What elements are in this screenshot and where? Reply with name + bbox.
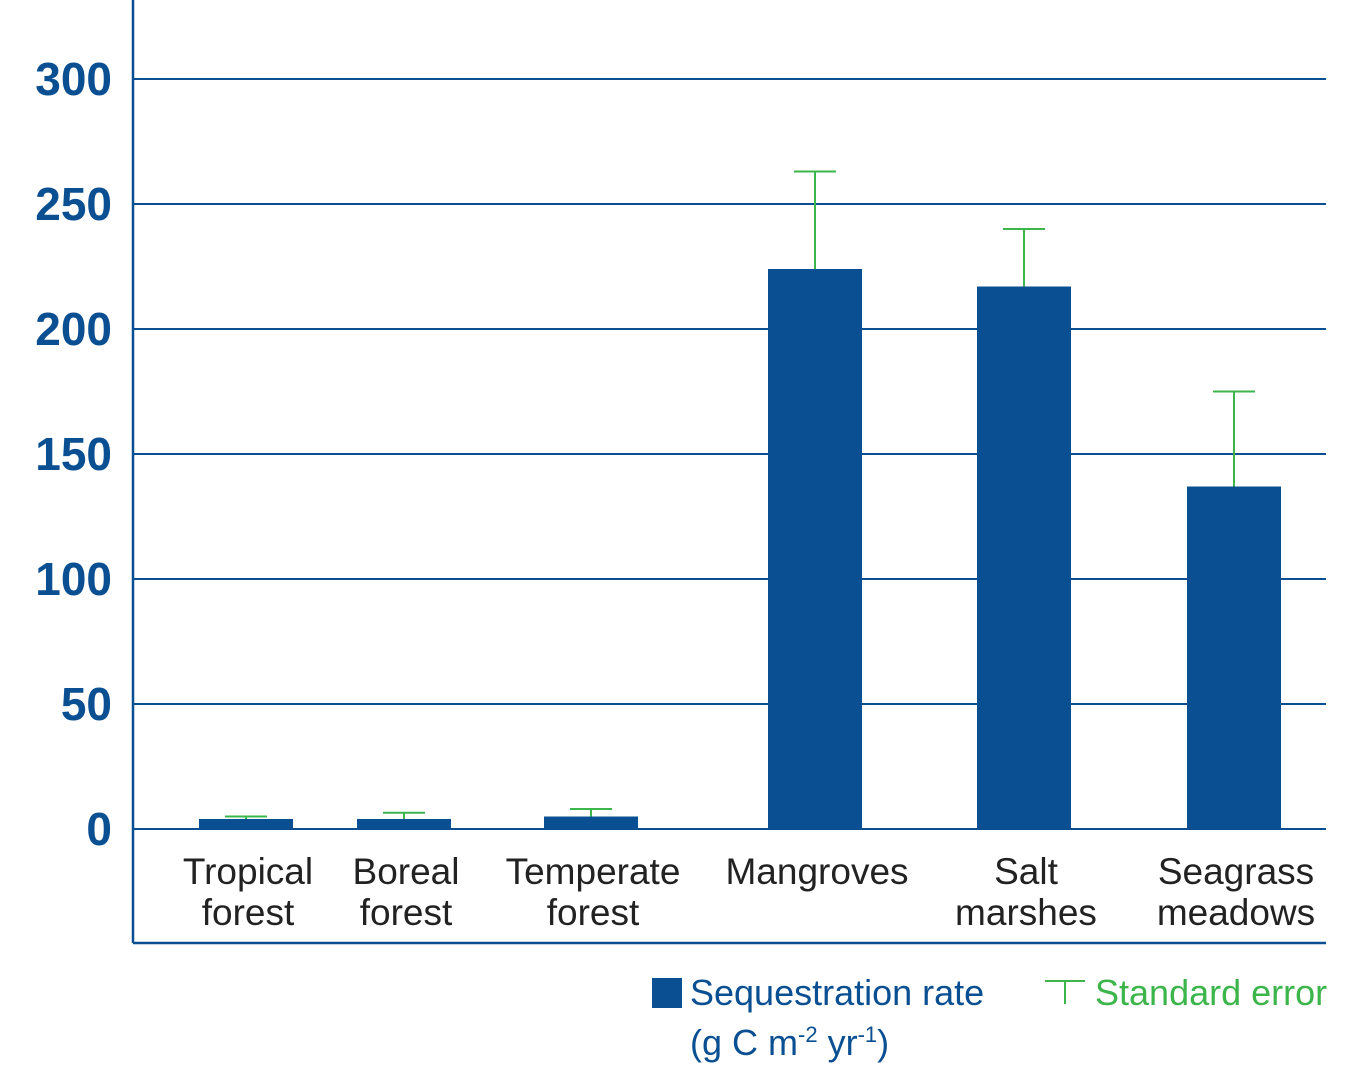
axes bbox=[131, 0, 1326, 945]
x-tick-label-line: Boreal bbox=[353, 851, 460, 892]
bar bbox=[357, 819, 451, 829]
error-bars bbox=[225, 170, 1255, 819]
x-tick-label-line: Salt bbox=[994, 851, 1058, 892]
x-tick-label: Temperate forest bbox=[506, 851, 681, 933]
bar bbox=[544, 816, 638, 829]
y-tick-labels: 0 50 100 150 200 250 300 bbox=[35, 53, 112, 855]
x-tick-label: Tropical forest bbox=[183, 851, 313, 933]
x-tick-label: Seagrass meadows bbox=[1157, 851, 1315, 933]
legend-swatch bbox=[652, 978, 682, 1008]
x-tick-label: Salt marshes bbox=[955, 851, 1097, 933]
bar bbox=[1187, 486, 1281, 829]
x-tick-label: Mangroves bbox=[725, 851, 908, 892]
y-tick-label: 300 bbox=[35, 53, 112, 105]
y-tick-label: 100 bbox=[35, 553, 112, 605]
gridlines bbox=[133, 78, 1326, 830]
x-tick-label-line: Mangroves bbox=[725, 851, 908, 892]
y-tick-label: 250 bbox=[35, 178, 112, 230]
x-tick-label-line: Tropical bbox=[183, 851, 313, 892]
legend-sequestration-label: Sequestration rate (g C m-2 yr-1) bbox=[690, 972, 985, 1063]
bars bbox=[199, 269, 1281, 829]
x-tick-label-line: forest bbox=[547, 892, 640, 933]
legend-standard-error: Standard error bbox=[1045, 972, 1327, 1014]
y-tick-label: 150 bbox=[35, 428, 112, 480]
y-tick-label: 0 bbox=[86, 803, 112, 855]
y-tick-label: 50 bbox=[61, 678, 112, 730]
x-tick-label-line: Temperate bbox=[506, 851, 681, 892]
error-bar-icon bbox=[1045, 980, 1085, 1004]
y-tick-label: 200 bbox=[35, 303, 112, 355]
bar bbox=[768, 269, 862, 829]
bar bbox=[977, 286, 1071, 829]
legend-error-label: Standard error bbox=[1095, 972, 1328, 1013]
x-tick-label-line: Seagrass bbox=[1158, 851, 1314, 892]
bar bbox=[199, 819, 293, 829]
x-tick-label-line: forest bbox=[360, 892, 453, 933]
x-tick-label: Boreal forest bbox=[353, 851, 460, 933]
x-tick-label-line: meadows bbox=[1157, 892, 1315, 933]
x-tick-label-line: forest bbox=[202, 892, 295, 933]
x-tick-label-line: marshes bbox=[955, 892, 1097, 933]
legend-sequestration-rate: Sequestration rate (g C m-2 yr-1) bbox=[652, 972, 984, 1064]
